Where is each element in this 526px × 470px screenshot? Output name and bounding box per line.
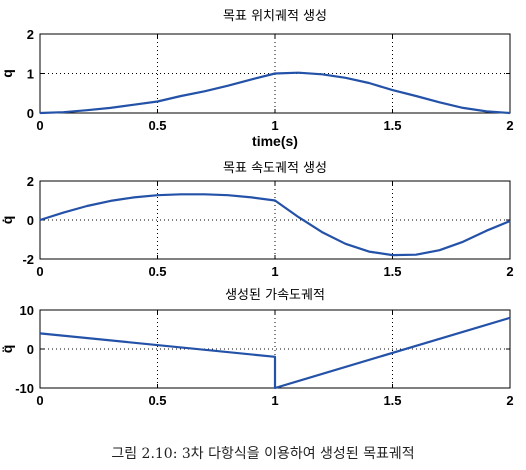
x-tick-label: 1.5: [383, 264, 401, 279]
x-tick-label: 0.5: [148, 264, 166, 279]
x-tick-label: 2: [506, 118, 513, 133]
x-tick-label: 1: [271, 264, 278, 279]
series-line: [39, 193, 511, 257]
y-tick-label: 0: [27, 106, 34, 121]
chart-title: 생성된 가속도궤적: [225, 288, 325, 303]
axes-frame: [39, 180, 511, 260]
series-line: [39, 316, 511, 390]
y-tick-label: 2: [27, 174, 34, 189]
x-tick-label: 0.5: [148, 393, 166, 408]
x-tick-label: 1: [271, 118, 278, 133]
chart-title: 목표 위치궤적 생성: [223, 9, 327, 24]
x-tick-label: 0: [36, 393, 43, 408]
y-tick-label: -2: [22, 252, 34, 267]
x-axis-label: time(s): [252, 133, 298, 149]
x-tick-label: 0: [36, 264, 43, 279]
y-tick-label: 0: [27, 213, 34, 228]
y-tick-label: 1: [27, 67, 34, 82]
x-tick-label: 1.5: [383, 118, 401, 133]
y-tick-label: 0: [27, 342, 34, 357]
x-tick-label: 1.5: [383, 393, 401, 408]
y-axis-label: q: [0, 69, 15, 78]
x-tick-label: 2: [506, 393, 513, 408]
y-tick-label: 10: [20, 303, 34, 318]
x-tick-label: 2: [506, 264, 513, 279]
chart-title: 목표 속도궤적 생성: [223, 161, 327, 176]
position-trajectory-panel: 0 0.5 1 1.5 2 0 1 2 목표 위치궤적 생성 q time(s): [0, 9, 514, 149]
y-tick-label: 2: [27, 27, 34, 42]
series-line: [39, 71, 511, 115]
y-tick-label: -10: [15, 381, 34, 396]
x-tick-label: 1: [271, 393, 278, 408]
y-axis-label: q̈: [0, 345, 15, 354]
x-tick-label: 0.5: [148, 118, 166, 133]
figure-caption: 그림 2.10: 3차 다항식을 이용하여 생성된 목표궤적: [111, 446, 414, 462]
y-axis-label: q̇: [0, 216, 15, 225]
x-tick-label: 0: [36, 118, 43, 133]
